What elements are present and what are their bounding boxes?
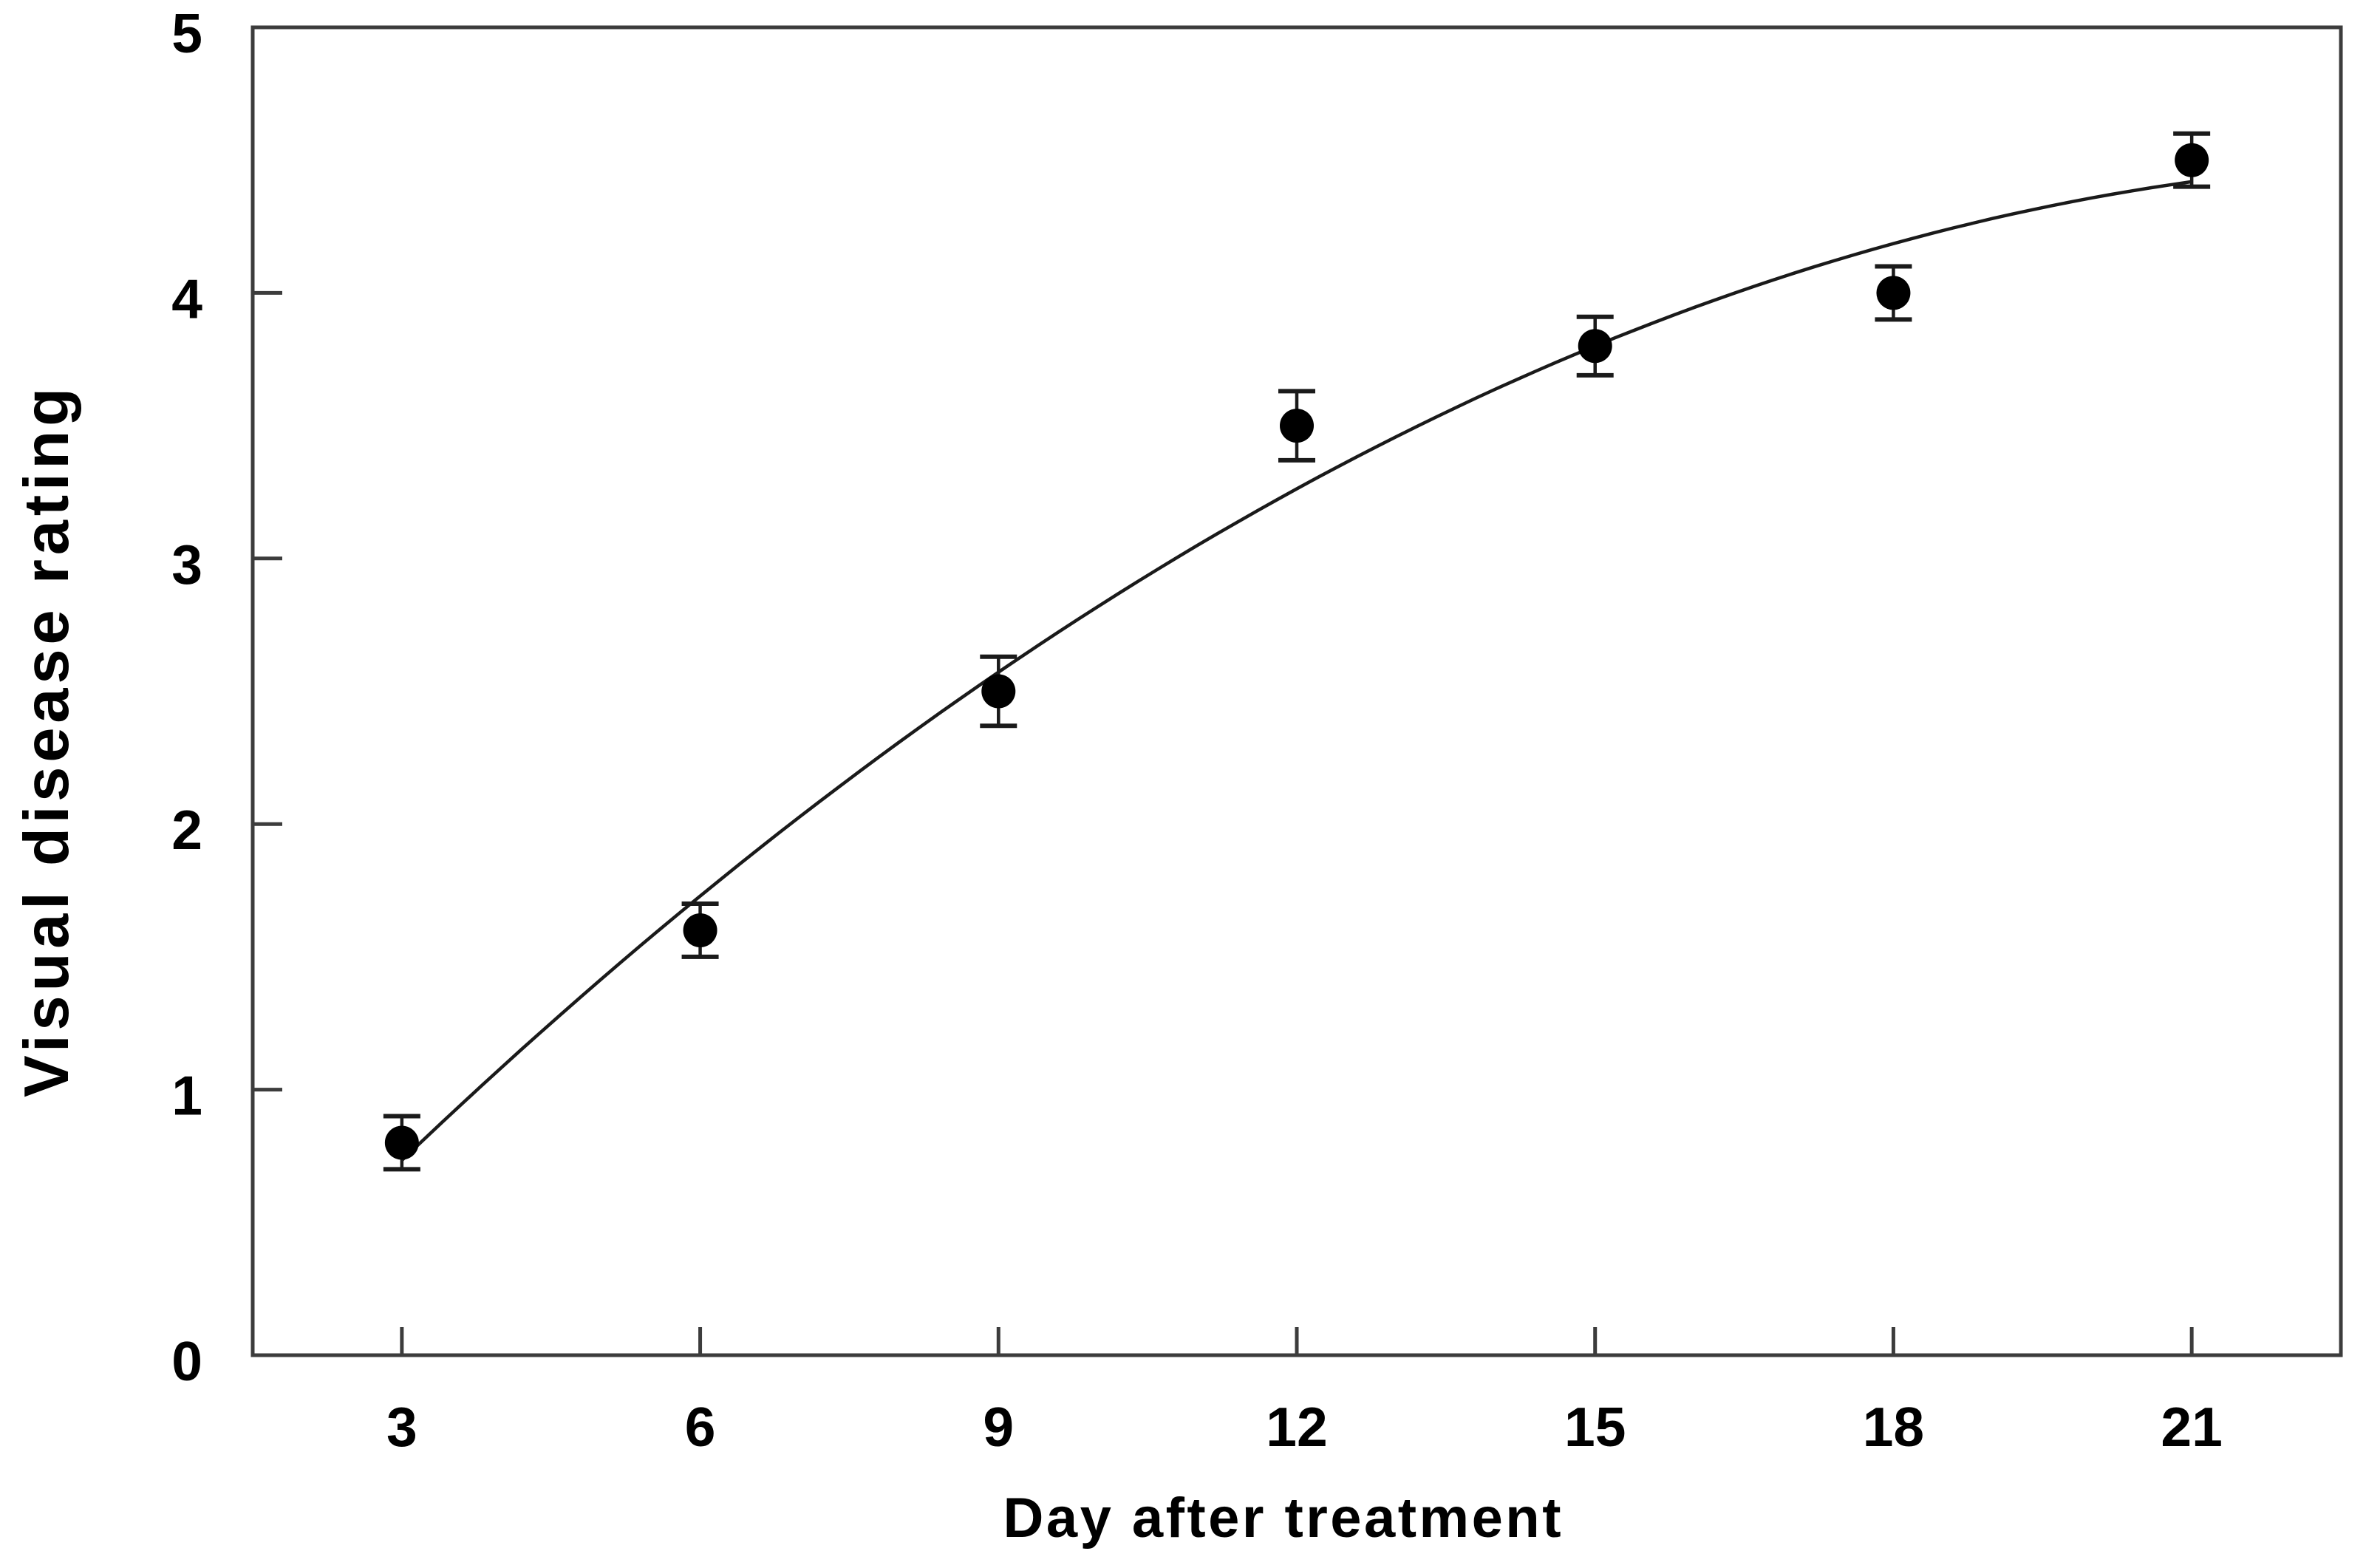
x-tick-label: 21 bbox=[2161, 1396, 2222, 1458]
data-point bbox=[683, 913, 717, 947]
x-tick-label: 6 bbox=[685, 1396, 716, 1458]
data-point bbox=[1578, 329, 1612, 364]
x-axis-title: Day after treatment bbox=[1003, 1487, 1561, 1550]
data-point bbox=[981, 674, 1016, 709]
data-point bbox=[2175, 143, 2209, 177]
y-tick-label: 5 bbox=[171, 2, 202, 64]
x-tick-label: 9 bbox=[983, 1396, 1014, 1458]
y-tick-label: 3 bbox=[171, 534, 202, 596]
data-point bbox=[1280, 409, 1314, 443]
data-point bbox=[1876, 276, 1911, 310]
plot-border bbox=[250, 25, 2343, 1357]
fit-curve bbox=[400, 180, 2192, 1162]
x-tick-label: 3 bbox=[386, 1396, 417, 1458]
x-tick-label: 12 bbox=[1266, 1396, 1327, 1458]
y-tick-label: 2 bbox=[171, 799, 202, 861]
data-point bbox=[384, 1125, 419, 1160]
y-tick-label: 0 bbox=[171, 1330, 202, 1392]
y-axis-title: Visual disease rating bbox=[12, 388, 82, 1097]
x-tick-label: 18 bbox=[1863, 1396, 1924, 1458]
y-tick-label: 1 bbox=[171, 1065, 202, 1127]
y-tick-label: 4 bbox=[171, 267, 202, 330]
x-tick-label: 15 bbox=[1564, 1396, 1626, 1458]
